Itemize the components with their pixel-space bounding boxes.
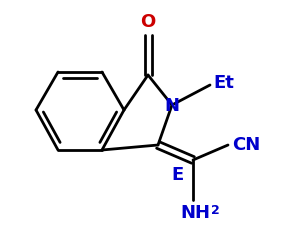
Text: CN: CN: [232, 136, 260, 154]
Text: 2: 2: [211, 204, 220, 217]
Text: NH: NH: [180, 204, 210, 222]
Text: O: O: [140, 13, 156, 31]
Text: N: N: [164, 97, 180, 115]
Text: E: E: [171, 167, 184, 185]
Text: Et: Et: [213, 74, 234, 92]
